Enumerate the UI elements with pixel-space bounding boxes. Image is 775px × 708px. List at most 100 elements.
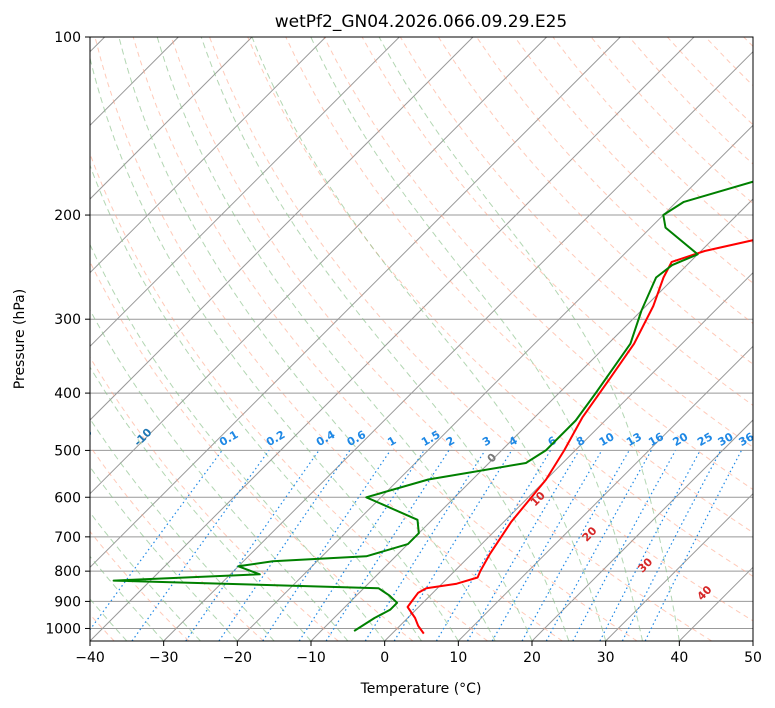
series-layer bbox=[112, 180, 753, 635]
mixing-ratio-line bbox=[521, 450, 630, 641]
mixing-ratio-label: 25 bbox=[695, 430, 715, 449]
mixing-ratio-label: 10 bbox=[597, 430, 617, 449]
mixing-ratio-label: 0.6 bbox=[345, 428, 369, 449]
isotherm-line bbox=[90, 37, 253, 200]
moist-adiabat-line bbox=[90, 418, 275, 641]
y-tick-label: 800 bbox=[54, 564, 81, 580]
dry-adiabat-line bbox=[132, 37, 638, 641]
y-tick-label: 400 bbox=[54, 386, 81, 402]
dry-adiabat-line bbox=[90, 530, 190, 641]
dry-adiabat-label: -10 bbox=[131, 426, 154, 449]
isotherm-line bbox=[678, 566, 753, 641]
mixing-ratio-label: 3 bbox=[480, 434, 493, 449]
mixing-ratio-label: 6 bbox=[546, 434, 559, 449]
temperature-profile-line bbox=[406, 239, 753, 635]
dry-adiabat-line bbox=[399, 37, 753, 407]
dry-adiabat-line bbox=[247, 37, 753, 577]
moist-adiabat-line bbox=[200, 37, 570, 641]
mixing-ratio-line bbox=[644, 450, 743, 641]
mixing-ratio-line bbox=[131, 450, 270, 641]
x-tick-label: −40 bbox=[75, 650, 105, 666]
moist-adiabat-label: 40 bbox=[695, 583, 715, 603]
moist-adiabat-line bbox=[156, 37, 533, 641]
mixing-ratio-line bbox=[364, 450, 486, 641]
isotherm-line bbox=[90, 37, 621, 569]
y-tick-label: 300 bbox=[54, 312, 81, 328]
x-tick-label: 50 bbox=[744, 650, 762, 666]
moist-adiabat-line bbox=[90, 308, 349, 641]
mixing-ratio-line bbox=[545, 450, 652, 641]
mixing-ratio-line bbox=[90, 450, 223, 631]
mixing-ratio-label: 36 bbox=[737, 430, 757, 449]
plot-frame bbox=[89, 36, 754, 642]
dry-adiabat-line bbox=[285, 37, 753, 534]
isotherm-line bbox=[90, 37, 400, 348]
x-tick-label: 30 bbox=[597, 650, 615, 666]
isotherm-line bbox=[384, 271, 753, 641]
dry-adiabat-line bbox=[90, 356, 339, 641]
y-tick-label: 500 bbox=[54, 443, 81, 459]
dry-adiabat-label: -30 bbox=[12, 426, 35, 449]
dry-adiabat-line bbox=[437, 37, 753, 365]
x-tick-label: 10 bbox=[449, 650, 467, 666]
y-axis-label: Pressure (hPa) bbox=[12, 289, 28, 389]
moist-adiabat-line bbox=[118, 37, 496, 641]
x-axis-label: Temperature (°C) bbox=[360, 681, 482, 697]
moist-adiabat-label: 20 bbox=[580, 524, 600, 544]
chart-title: wetPf2_GN04.2026.066.09.29.E25 bbox=[275, 12, 567, 32]
isotherm-line bbox=[90, 37, 695, 641]
background-lines bbox=[90, 37, 753, 641]
dry-adiabat-line bbox=[552, 37, 753, 244]
y-tick-label: 700 bbox=[54, 530, 81, 546]
mixing-ratio-label: 0.4 bbox=[314, 428, 338, 449]
mixing-ratio-line bbox=[435, 450, 552, 641]
mixing-ratio-line bbox=[185, 450, 320, 641]
mixing-ratio-line bbox=[572, 450, 677, 641]
isotherm-line bbox=[90, 37, 548, 495]
dry-adiabat-line bbox=[705, 37, 753, 87]
y-tick-label: 600 bbox=[54, 490, 81, 506]
mixing-ratio-label: 16 bbox=[646, 430, 666, 449]
grid-layer bbox=[90, 37, 753, 641]
moist-adiabat-label: 0 bbox=[485, 450, 500, 465]
moist-adiabat-line bbox=[251, 37, 607, 641]
mixing-ratio-label: 2 bbox=[444, 434, 457, 449]
x-tick-label: −30 bbox=[149, 650, 179, 666]
dry-adiabat-line bbox=[476, 37, 753, 325]
moist-adiabat-line bbox=[90, 466, 238, 641]
isotherm-line bbox=[90, 37, 327, 274]
x-tick-label: 20 bbox=[523, 650, 541, 666]
moist-adiabat-line bbox=[378, 37, 680, 641]
mixing-ratio-label: 0.1 bbox=[217, 428, 240, 449]
moist-adiabat-line bbox=[90, 243, 386, 641]
isotherm-line bbox=[605, 492, 753, 641]
x-tick-label: 0 bbox=[380, 650, 389, 666]
mixing-ratio-line bbox=[218, 450, 351, 641]
dry-adiabat-line bbox=[590, 37, 753, 205]
isotherm-line bbox=[457, 345, 753, 641]
dry-adiabat-line bbox=[667, 37, 753, 126]
isotherm-line bbox=[90, 37, 474, 421]
mixing-ratio-line bbox=[466, 450, 580, 641]
y-tick-label: 100 bbox=[54, 30, 81, 46]
mixing-ratio-label: 0.2 bbox=[264, 428, 287, 449]
mixing-ratio-label: 8 bbox=[574, 434, 587, 449]
mixing-ratio-label: 13 bbox=[624, 430, 644, 449]
dry-adiabat-line bbox=[90, 152, 488, 641]
mixing-ratio-label: 1 bbox=[385, 434, 398, 449]
moist-adiabat-line bbox=[90, 163, 422, 641]
y-tick-label: 200 bbox=[54, 208, 81, 224]
mixing-ratio-line bbox=[298, 450, 425, 641]
isotherm-line bbox=[531, 419, 753, 641]
mixing-ratio-line bbox=[599, 450, 701, 641]
moist-adiabat-label: 30 bbox=[635, 555, 655, 575]
isoline-labels: 0.10.20.40.611.52346810131620253036-100-… bbox=[12, 426, 757, 604]
y-tick-label: 900 bbox=[54, 594, 81, 610]
dry-adiabat-line bbox=[514, 37, 753, 284]
moist-adiabat-line bbox=[90, 55, 459, 641]
x-tick-label: 40 bbox=[670, 650, 688, 666]
dry-adiabat-line bbox=[209, 37, 753, 622]
y-tick-label: 1000 bbox=[45, 621, 81, 637]
dry-adiabat-line bbox=[90, 445, 264, 641]
